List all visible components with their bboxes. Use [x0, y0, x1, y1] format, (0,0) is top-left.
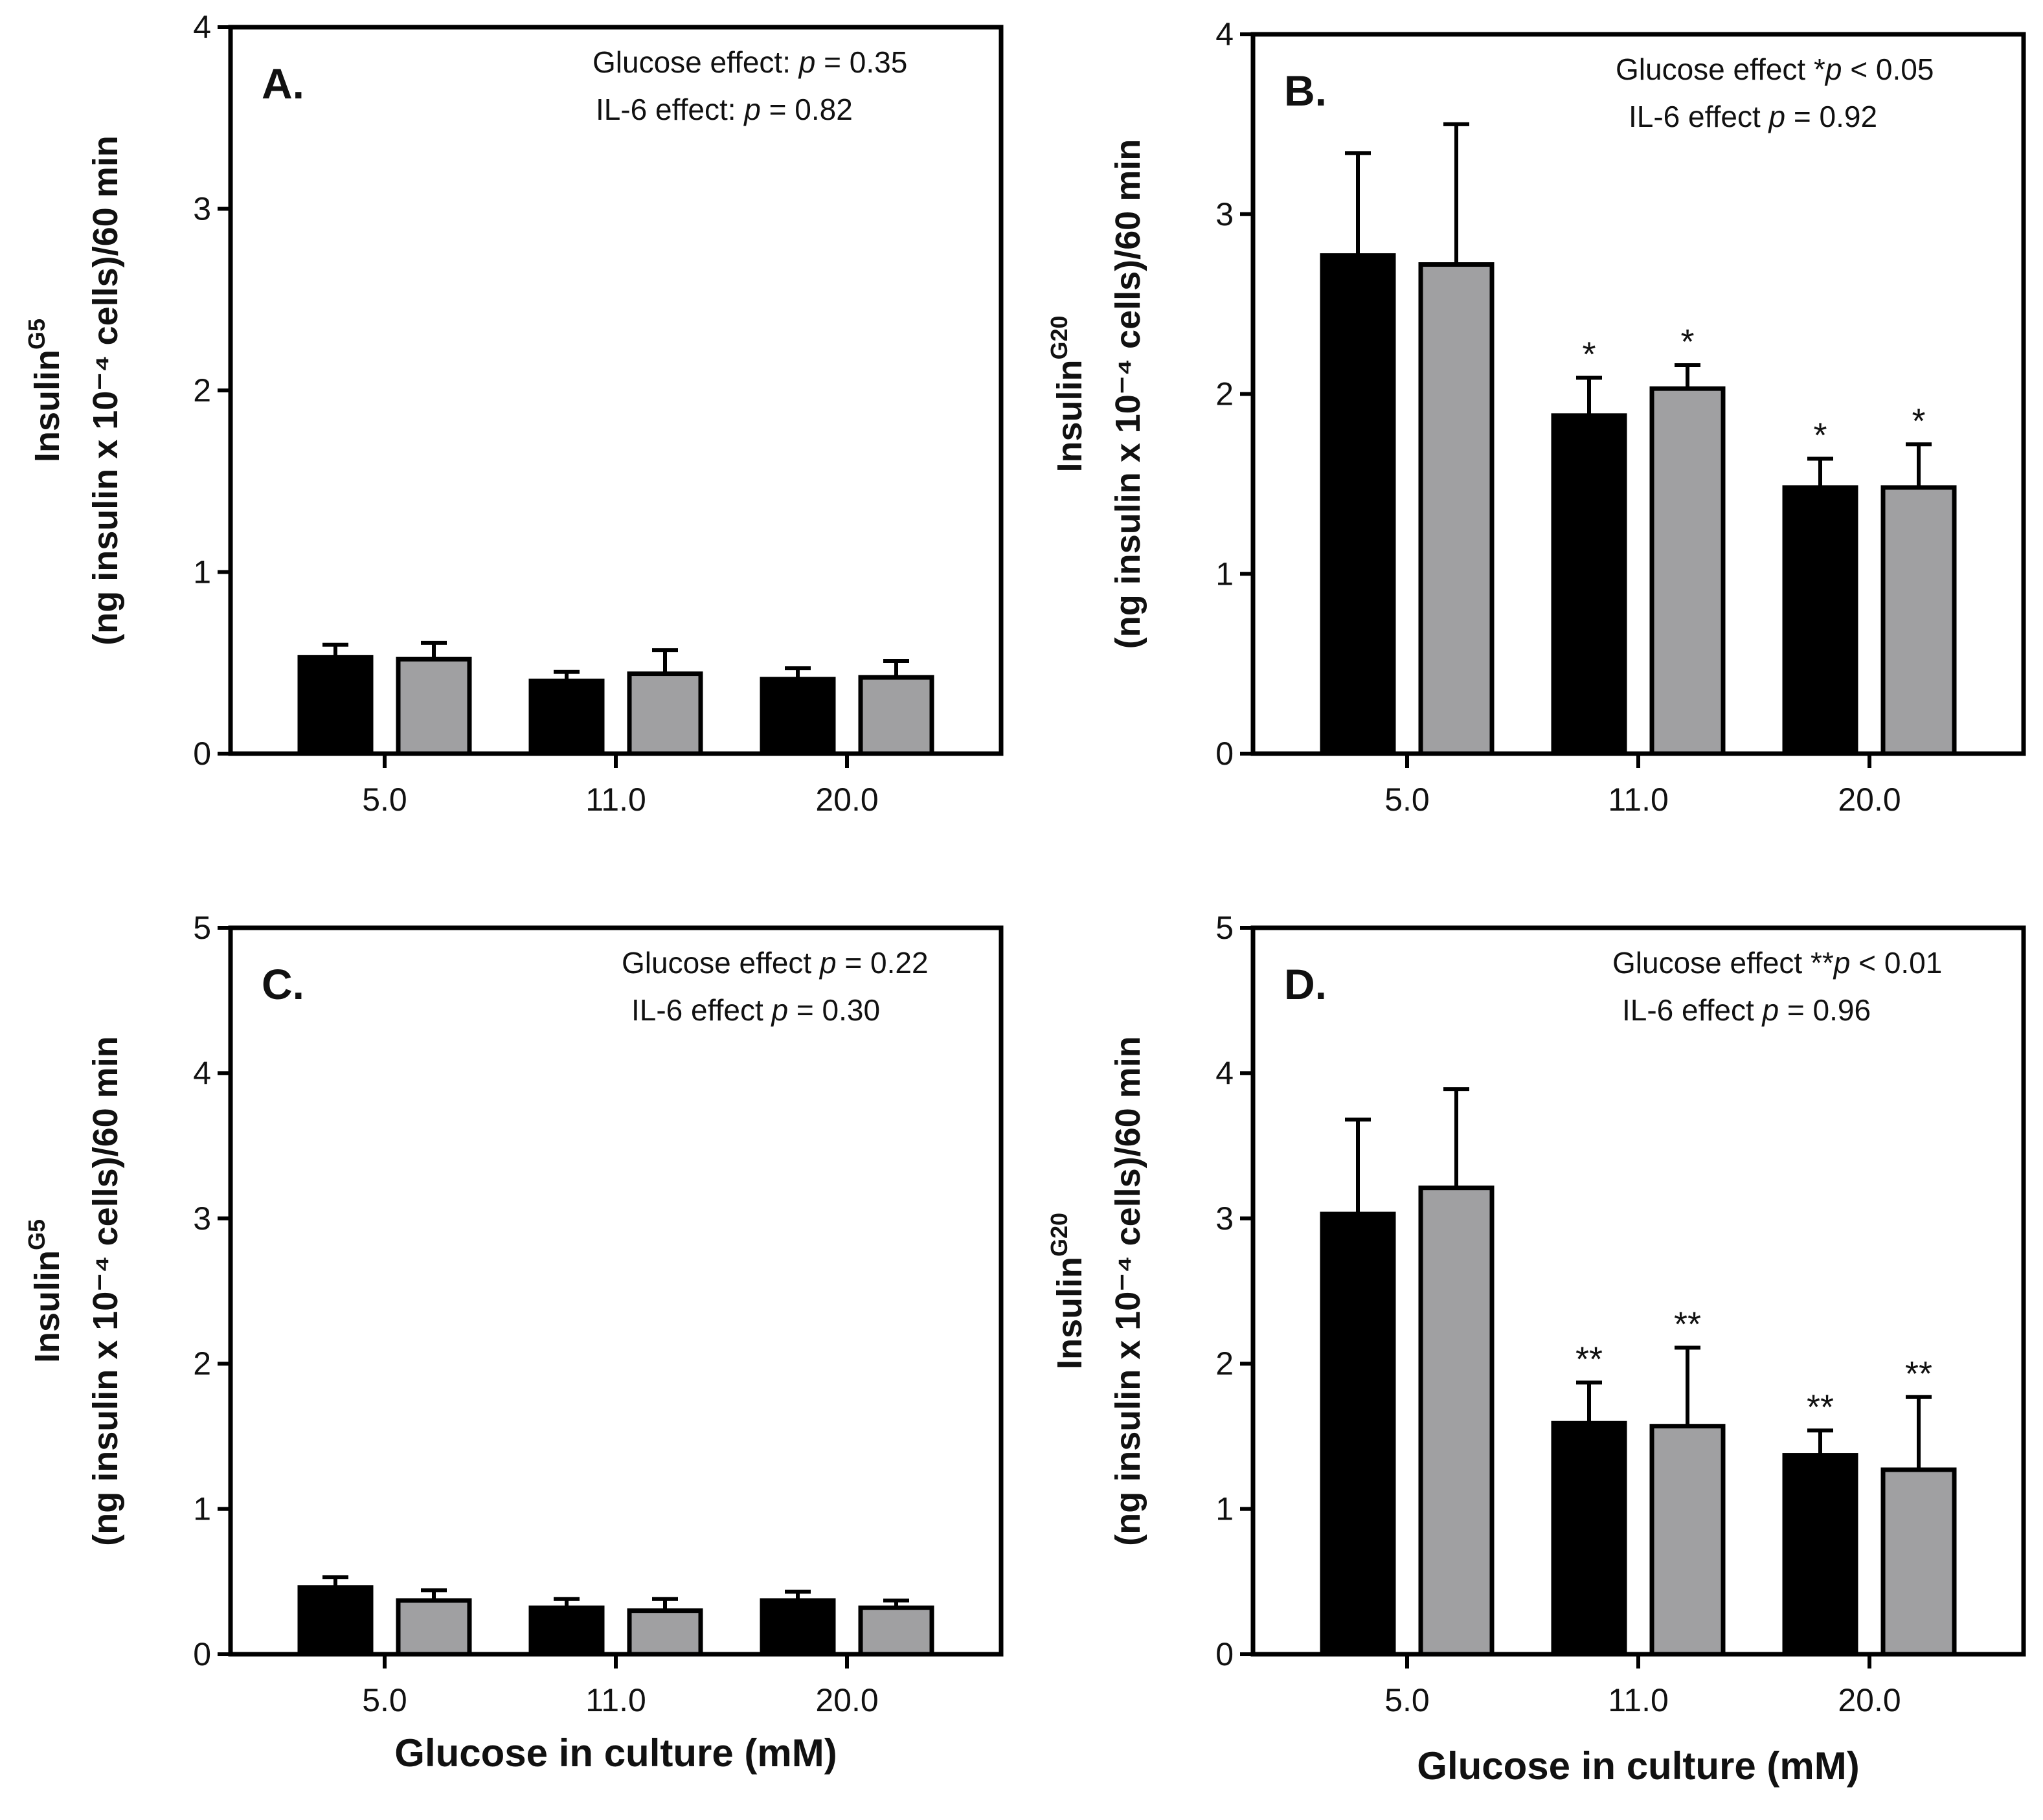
y-axis-label-line2: (ng insulin x 10⁻⁴ cells)/60 min	[86, 1036, 125, 1545]
y-axis-label-line1: InsulinG20	[1046, 315, 1089, 472]
x-tick-label: 5.0	[1384, 1682, 1430, 1718]
x-tick-label: 20.0	[1838, 781, 1901, 818]
y-tick-label: 1	[1215, 1491, 1234, 1527]
significance-star: **	[1905, 1354, 1932, 1393]
y-tick-label: 3	[1215, 196, 1234, 232]
bar-il6-20.0	[1880, 1467, 1957, 1657]
bar-il6-20.0	[1880, 485, 1957, 756]
panel-letter: D.	[1284, 960, 1327, 1008]
y-tick-label: 1	[193, 1491, 211, 1527]
panel-a: 0 1 2 3 4 5.0 11.0 20.0 A. Glucose effect: p = 0.…	[23, 9, 1004, 818]
bar-il6-5.0	[1418, 1185, 1495, 1657]
y-tick-label: 5	[1215, 910, 1234, 946]
x-tick-label: 11.0	[585, 1682, 646, 1718]
x-tick-label: 20.0	[815, 781, 878, 818]
significance-star: *	[1912, 401, 1925, 440]
annotation-il6-effect: IL-6 effect p = 0.92	[1629, 100, 1877, 133]
annotation-il6-effect: IL-6 effect p = 0.96	[1622, 993, 1871, 1027]
y-tick-label: 3	[1215, 1200, 1234, 1237]
y-tick-label: 0	[193, 736, 211, 772]
significance-star: *	[1680, 322, 1694, 361]
annotation-glucose-effect: Glucose effect: p = 0.35	[593, 45, 907, 79]
x-tick-label: 5.0	[1384, 781, 1430, 818]
y-tick-label: 0	[193, 1636, 211, 1672]
y-tick-label: 4	[193, 9, 211, 45]
y-tick-label: 2	[1215, 376, 1234, 412]
bar-control-20.0	[1782, 1453, 1858, 1657]
annotation-il6-effect: IL-6 effect p = 0.30	[631, 993, 880, 1027]
y-axis-label-line1: InsulinG5	[23, 1219, 67, 1363]
bar-control-11.0	[1551, 1421, 1627, 1657]
x-tick-label: 11.0	[1608, 1682, 1669, 1718]
bar-il6-5.0	[396, 1598, 472, 1657]
x-tick-label: 20.0	[815, 1682, 878, 1718]
bar-control-20.0	[760, 677, 836, 756]
bar-il6-20.0	[858, 675, 934, 756]
y-axis-label-line1: InsulinG5	[23, 319, 67, 462]
y-tick-label: 2	[193, 372, 211, 409]
significance-star: **	[1674, 1305, 1701, 1344]
bar-control-11.0	[528, 679, 605, 756]
significance-star: *	[1582, 335, 1596, 374]
panel-letter: A.	[262, 60, 304, 107]
panel-c: 0 1 2 3 4 5 5.0 11.0 20.0 C. Glucose effect p = 0.…	[23, 910, 1004, 1775]
y-axis-label-line2: (ng insulin x 10⁻⁴ cells)/60 min	[1109, 139, 1147, 649]
y-tick-label: 1	[1215, 556, 1234, 592]
bar-control-5.0	[297, 1585, 374, 1657]
y-tick-label: 4	[1215, 1055, 1234, 1091]
y-tick-label: 4	[193, 1055, 211, 1091]
y-tick-label: 2	[193, 1345, 211, 1382]
y-axis-label-line1: InsulinG20	[1046, 1213, 1089, 1369]
panel-letter: B.	[1284, 67, 1327, 115]
bar-control-11.0	[528, 1605, 605, 1657]
y-tick-label: 3	[193, 1200, 211, 1237]
x-axis-label: Glucose in culture (mM)	[1417, 1744, 1859, 1788]
y-tick-label: 4	[1215, 16, 1234, 52]
annotation-glucose-effect: Glucose effect p = 0.22	[622, 946, 929, 980]
bar-control-5.0	[297, 655, 374, 756]
significance-star: **	[1575, 1340, 1603, 1378]
bar-control-20.0	[760, 1598, 836, 1657]
y-axis-label-line2: (ng insulin x 10⁻⁴ cells)/60 min	[86, 135, 125, 645]
x-tick-label: 11.0	[1608, 781, 1669, 818]
bar-control-5.0	[1320, 253, 1396, 756]
bar-control-5.0	[1320, 1211, 1396, 1657]
y-tick-label: 2	[1215, 1345, 1234, 1382]
bar-il6-11.0	[627, 1608, 703, 1657]
x-tick-label: 5.0	[362, 1682, 407, 1718]
y-tick-label: 1	[193, 554, 211, 590]
bar-control-20.0	[1782, 485, 1858, 756]
y-tick-label: 0	[1215, 736, 1234, 772]
bar-il6-20.0	[858, 1605, 934, 1657]
x-tick-label: 5.0	[362, 781, 407, 818]
annotation-glucose-effect: Glucose effect *p < 0.05	[1616, 52, 1934, 86]
y-axis-label-line2: (ng insulin x 10⁻⁴ cells)/60 min	[1109, 1036, 1147, 1545]
annotation-il6-effect: IL-6 effect: p = 0.82	[596, 93, 853, 126]
bar-il6-5.0	[1418, 262, 1495, 756]
plot-frame	[228, 925, 1004, 1657]
bar-il6-11.0	[627, 671, 703, 756]
annotation-glucose-effect: Glucose effect **p < 0.01	[1612, 946, 1942, 980]
significance-star: **	[1807, 1387, 1834, 1426]
panel-b: 0 1 2 3 4 5.0 11.0 * * 20.0 * * B. Glucose effect *p …	[1046, 16, 2026, 818]
y-tick-label: 3	[193, 191, 211, 227]
bar-il6-5.0	[396, 657, 472, 756]
bar-il6-11.0	[1649, 386, 1726, 756]
significance-star: *	[1813, 416, 1827, 455]
y-tick-label: 5	[193, 910, 211, 946]
bar-control-11.0	[1551, 413, 1627, 756]
panel-d: 0 1 2 3 4 5 5.0 11.0 ** ** 20.0 ** ** D. Glucose effec…	[1046, 910, 2026, 1788]
bar-il6-11.0	[1649, 1424, 1726, 1657]
panel-letter: C.	[262, 960, 304, 1008]
y-tick-label: 0	[1215, 1636, 1234, 1672]
x-tick-label: 11.0	[585, 781, 646, 818]
x-tick-label: 20.0	[1838, 1682, 1901, 1718]
x-axis-label: Glucose in culture (mM)	[394, 1731, 837, 1775]
